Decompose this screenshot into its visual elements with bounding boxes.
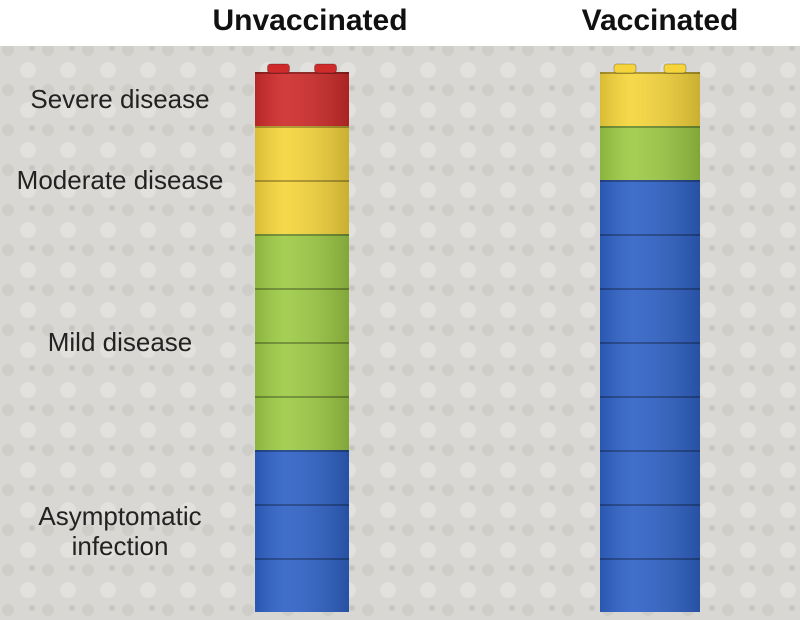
legend-label: Moderate disease bbox=[16, 165, 224, 195]
legend-label: Mild disease bbox=[47, 327, 193, 357]
segment-shade bbox=[255, 450, 349, 612]
segment-shade bbox=[255, 126, 349, 234]
header-band bbox=[0, 0, 800, 46]
brick-stud bbox=[613, 63, 637, 74]
brick-stud bbox=[314, 63, 337, 74]
segment-shade bbox=[600, 180, 700, 612]
category-label: Vaccinated bbox=[582, 4, 739, 37]
category-label: Unvaccinated bbox=[212, 4, 407, 37]
legend-label: Asymptomatic infection bbox=[38, 501, 202, 561]
segment-shade bbox=[600, 126, 700, 180]
legend-label: Severe disease bbox=[30, 84, 210, 114]
segment-shade bbox=[600, 72, 700, 126]
segment-shade bbox=[255, 72, 349, 126]
segment-shade bbox=[255, 234, 349, 450]
brick-stud bbox=[267, 63, 290, 74]
brick-stud bbox=[663, 63, 687, 74]
